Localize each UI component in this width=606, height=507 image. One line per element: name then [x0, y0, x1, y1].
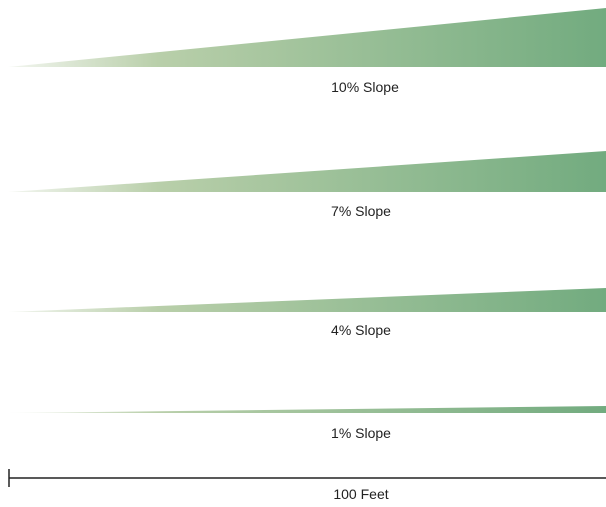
slope-4-group: 4% Slope [8, 288, 606, 338]
slope-1-group: 1% Slope [8, 406, 606, 441]
scale-bar: 100 Feet [8, 469, 606, 502]
slope-wedge-7 [8, 151, 606, 192]
slope-label-7: 7% Slope [331, 203, 391, 219]
slope-label-1: 1% Slope [331, 425, 391, 441]
slope-7-group: 7% Slope [8, 151, 606, 219]
slope-wedge-4 [8, 288, 606, 312]
slope-label-10: 10% Slope [331, 79, 399, 95]
slope-wedge-10 [8, 8, 606, 67]
scale-label: 100 Feet [333, 486, 388, 502]
slope-label-4: 4% Slope [331, 322, 391, 338]
slope-10-group: 10% Slope [8, 8, 606, 95]
slope-wedge-1 [8, 406, 606, 413]
